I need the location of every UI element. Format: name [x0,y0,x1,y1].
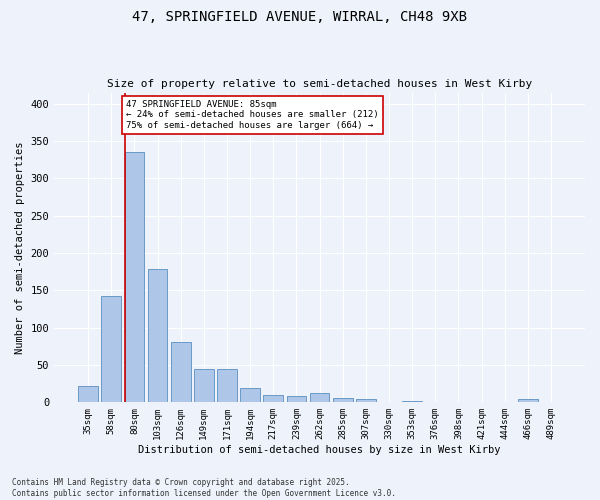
Bar [287,396,306,402]
Bar [333,398,353,402]
Text: 47 SPRINGFIELD AVENUE: 85sqm
← 24% of semi-detached houses are smaller (212)
75%: 47 SPRINGFIELD AVENUE: 85sqm ← 24% of se… [127,100,379,130]
Bar [241,388,260,402]
Bar [101,296,121,403]
Text: 47, SPRINGFIELD AVENUE, WIRRAL, CH48 9XB: 47, SPRINGFIELD AVENUE, WIRRAL, CH48 9XB [133,10,467,24]
Title: Size of property relative to semi-detached houses in West Kirby: Size of property relative to semi-detach… [107,79,532,89]
Text: Contains HM Land Registry data © Crown copyright and database right 2025.
Contai: Contains HM Land Registry data © Crown c… [12,478,396,498]
Bar [356,400,376,402]
Bar [217,368,237,402]
X-axis label: Distribution of semi-detached houses by size in West Kirby: Distribution of semi-detached houses by … [139,445,501,455]
Bar [194,368,214,402]
Bar [171,342,191,402]
Y-axis label: Number of semi-detached properties: Number of semi-detached properties [15,141,25,354]
Bar [518,400,538,402]
Bar [263,395,283,402]
Bar [403,401,422,402]
Bar [125,152,144,402]
Bar [78,386,98,402]
Bar [310,394,329,402]
Bar [148,270,167,402]
